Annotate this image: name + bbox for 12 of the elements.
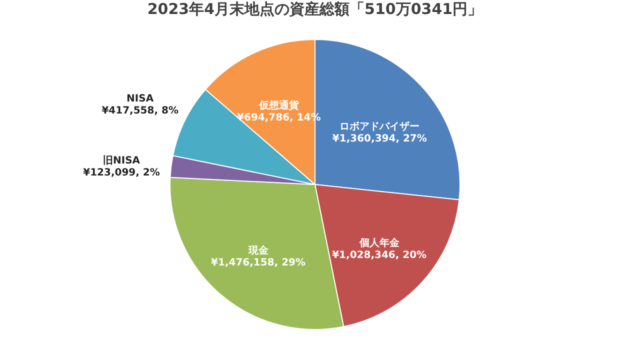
slice-label: 仮想通貨 [258,99,300,112]
data-label: ¥1,476,158, 29% [211,257,306,268]
slice-label: ロボアドバイザー [340,120,420,132]
slice-label: 旧NISA [103,154,140,166]
data-label: ¥1,360,394, 27% [332,133,427,144]
data-label: ¥123,099, 2% [83,167,160,178]
chart-title: 2023年4月末地点の資産総額「510万0341円」 [147,0,483,18]
slice-label: NISA [126,93,154,104]
data-label: ¥417,558, 8% [102,105,178,116]
slice-label: 個人年金 [358,237,400,250]
data-label: ¥1,028,346, 20% [332,250,427,262]
slice-label: 現金 [247,244,270,256]
